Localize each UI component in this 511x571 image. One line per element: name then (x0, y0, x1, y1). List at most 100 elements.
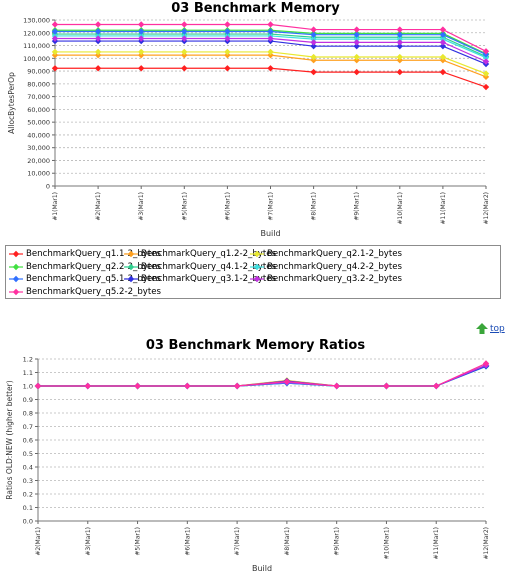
legend-marker-icon (124, 276, 138, 283)
chart1-xtick-label: #8(Mar1) (311, 192, 318, 221)
chart1-data-point (310, 39, 317, 46)
chart2-ylabel: Ratios OLD:NEW (higher better) (5, 380, 14, 499)
legend-marker-icon (9, 276, 23, 283)
chart1-data-point (353, 68, 360, 76)
chart1-data-point (482, 58, 490, 65)
legend-item: BenchmarkQuery_q3.2-2_bytes (250, 273, 402, 286)
chart2-xtick-label: #9(Mar1) (334, 527, 341, 556)
legend-item: BenchmarkQuery_q2.1-2_bytes (250, 248, 402, 261)
chart2-xtick-label: #8(Mar1) (284, 527, 291, 556)
chart2-xtick-label: #10(Mar1) (383, 527, 390, 559)
legend-marker-icon (124, 251, 138, 258)
chart1-xtick-label: #7(Mar1) (268, 192, 275, 221)
chart1-data-point (353, 53, 360, 61)
chart1-data-point (94, 21, 102, 28)
legend-marker-icon (250, 251, 264, 258)
chart1-data-point (181, 21, 188, 28)
legend-item: BenchmarkQuery_q1.2-2_bytes (124, 248, 276, 261)
legend-row: BenchmarkQuery_q2.2-2_bytes BenchmarkQuer… (9, 261, 496, 274)
chart1-ytick-label: 80,000 (27, 80, 50, 88)
legend-marker-icon (124, 263, 138, 270)
legend-label: BenchmarkQuery_q1.2-2_bytes (141, 249, 277, 260)
legend-row: BenchmarkQuery_q1.1-2_bytes BenchmarkQuer… (9, 248, 496, 261)
legend-marker-icon (9, 251, 23, 258)
chart1-data-point (482, 48, 490, 55)
chart1-data-point (51, 65, 59, 72)
legend-item: BenchmarkQuery_q3.1-2_bytes (124, 273, 276, 286)
chart1-data-point (353, 42, 360, 50)
chart2-data-point (233, 382, 241, 390)
chart1-data-point (181, 35, 188, 42)
chart2-ytick-label: 0.0 (23, 518, 33, 526)
chart2-ytick-label: 0.3 (23, 477, 33, 485)
chart2-xtick-label: #12(Mar2) (483, 527, 490, 559)
chart2-data-point (283, 378, 291, 385)
chart1-data-point (396, 42, 403, 50)
chart2-data-point (34, 382, 42, 390)
chart2-ytick-label: 0.4 (23, 464, 33, 472)
chart1-xlabel: Build (260, 229, 280, 238)
up-arrow-icon (476, 323, 488, 334)
chart1-data-point (267, 21, 274, 28)
legend-label: BenchmarkQuery_q5.2-2_bytes (26, 286, 162, 297)
chart1-data-point (138, 65, 145, 72)
chart1-data-point (138, 35, 145, 42)
legend-label: BenchmarkQuery_q4.2-2_bytes (267, 261, 403, 272)
chart2-ytick-label: 0.6 (23, 437, 33, 445)
chart1-data-point (439, 68, 447, 76)
top-link-label[interactable]: top (490, 323, 505, 334)
chart1-data-point (51, 21, 59, 28)
chart1-data-point (396, 68, 403, 76)
chart1-legend: BenchmarkQuery_q1.1-2_bytes BenchmarkQuer… (5, 245, 501, 299)
chart2-data-point (433, 382, 440, 390)
chart1-title: 03 Benchmark Memory (171, 1, 340, 16)
chart1-ytick-label: 0 (46, 183, 50, 191)
legend-label: BenchmarkQuery_q2.2-2_bytes (26, 261, 162, 272)
chart2-ytick-label: 1.2 (23, 356, 33, 364)
chart1-xtick-label: #9(Mar1) (354, 192, 361, 221)
legend-item: BenchmarkQuery_q5.2-2_bytes (9, 286, 161, 299)
chart1-ytick-label: 70,000 (27, 93, 50, 101)
chart1-data-point (94, 65, 102, 72)
chart1-data-point (138, 48, 145, 56)
top-link[interactable]: top (476, 323, 505, 334)
chart2-xtick-label: #7(Mar1) (234, 527, 241, 556)
chart1-ytick-label: 50,000 (27, 119, 50, 127)
chart1-ytick-label: 40,000 (27, 131, 50, 139)
legend-label: BenchmarkQuery_q2.1-2_bytes (267, 249, 403, 260)
chart1-xtick-label: #3(Mar1) (138, 192, 145, 221)
chart1-data-point (51, 35, 59, 42)
chart1-data-point (51, 28, 59, 35)
chart2-data-point (134, 382, 141, 390)
chart2-ytick-label: 0.9 (23, 396, 33, 404)
legend-label: BenchmarkQuery_q3.2-2_bytes (267, 274, 403, 285)
chart1-data-point (181, 48, 188, 56)
chart1-ytick-label: 100,000 (23, 55, 50, 63)
chart1-data-point (94, 28, 102, 35)
chart1-data-point (267, 35, 274, 42)
chart1-data-point (310, 31, 317, 38)
chart2-title: 03 Benchmark Memory Ratios (145, 338, 366, 353)
legend-item: BenchmarkQuery_q4.1-2_bytes (124, 261, 276, 274)
chart2-series-line (38, 362, 487, 387)
chart2-data-point (383, 382, 390, 390)
chart1-data-point (224, 21, 231, 28)
chart1-data-point (310, 68, 317, 76)
chart2-xlabel: Build (252, 564, 272, 571)
chart1-data-point (310, 26, 317, 33)
chart1-data-point (439, 39, 447, 46)
legend-row: BenchmarkQuery_q5.1-2_bytes BenchmarkQuer… (9, 273, 496, 286)
chart2-ytick-label: 0.2 (23, 491, 33, 499)
chart2-data-point (84, 382, 91, 390)
chart1-data-point (353, 26, 360, 33)
chart2-data-point (482, 360, 490, 367)
chart2-xtick-label: #2(Mar1) (35, 527, 42, 556)
legend-item: BenchmarkQuery_q4.2-2_bytes (250, 261, 402, 274)
legend-item: BenchmarkQuery_q1.1-2_bytes (9, 248, 161, 261)
chart1-data-point (181, 28, 188, 35)
chart2-data-point (333, 382, 340, 390)
legend-marker-icon (250, 276, 264, 283)
chart1-ytick-label: 60,000 (27, 106, 50, 114)
chart2-xtick-label: #3(Mar1) (85, 527, 92, 556)
chart1-ytick-label: 30,000 (27, 144, 50, 152)
